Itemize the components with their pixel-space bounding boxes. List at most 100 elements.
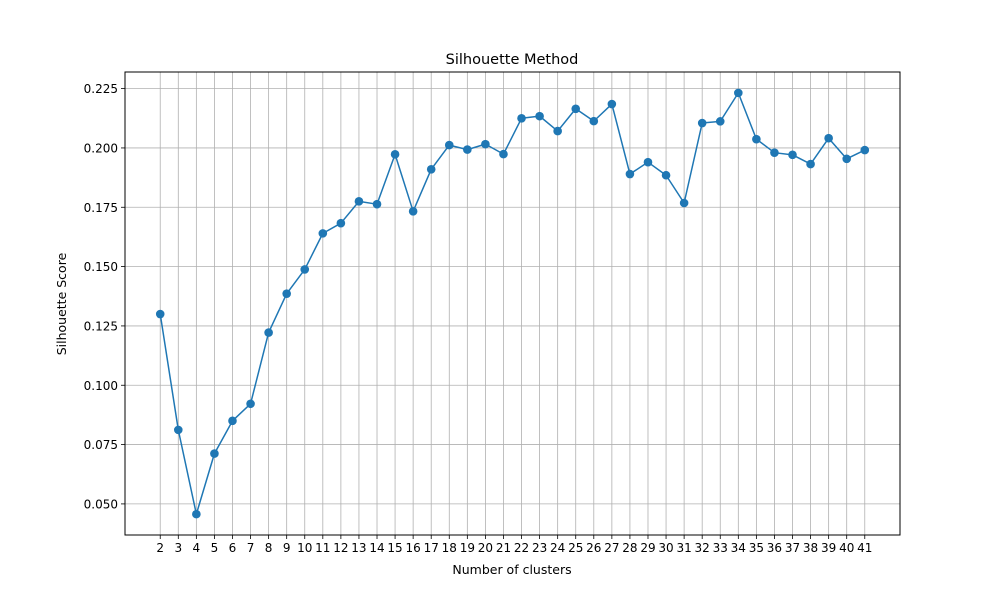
x-tick-label: 25 xyxy=(568,541,583,555)
x-tick-label: 12 xyxy=(333,541,348,555)
x-tick-label: 24 xyxy=(550,541,565,555)
x-tick-label: 18 xyxy=(442,541,457,555)
x-tick-label: 38 xyxy=(803,541,818,555)
data-point xyxy=(715,117,725,126)
x-tick-label: 14 xyxy=(369,541,384,555)
x-tick-label: 15 xyxy=(387,541,402,555)
x-tick-label: 37 xyxy=(785,541,800,555)
x-tick-label: 4 xyxy=(193,541,201,555)
x-tick-label: 23 xyxy=(532,541,547,555)
data-point xyxy=(282,289,291,298)
x-tick-label: 21 xyxy=(496,541,511,555)
data-point xyxy=(173,425,183,435)
data-point xyxy=(192,509,201,519)
x-tick-label: 33 xyxy=(713,541,728,555)
data-point xyxy=(806,159,815,169)
data-point xyxy=(643,157,653,167)
data-point xyxy=(426,164,436,174)
data-point xyxy=(571,104,581,114)
x-tick-label: 32 xyxy=(695,541,710,555)
x-tick-label: 20 xyxy=(478,541,493,555)
data-point xyxy=(155,309,165,319)
x-tick-label: 40 xyxy=(839,541,854,555)
y-tick-label: 0.050 xyxy=(84,497,118,511)
data-point xyxy=(607,99,617,109)
data-point xyxy=(499,149,508,159)
y-tick-label: 0.175 xyxy=(84,201,118,215)
data-point xyxy=(842,154,852,164)
x-tick-label: 16 xyxy=(406,541,421,555)
x-tick-label: 29 xyxy=(640,541,655,555)
data-point xyxy=(697,118,707,128)
x-tick-label: 10 xyxy=(297,541,312,555)
y-tick-label: 0.225 xyxy=(84,82,118,96)
x-tick-label: 19 xyxy=(460,541,475,555)
data-point xyxy=(481,139,490,149)
x-axis-label: Number of clusters xyxy=(452,562,571,577)
data-point xyxy=(246,399,255,409)
data-point xyxy=(210,449,219,458)
x-tick-label: 22 xyxy=(514,541,529,555)
data-point xyxy=(734,88,743,98)
y-axis-ticks: 0.050 0.075 0.100 0.125 0.150 0.175 0.200 0.225 xyxy=(84,82,125,511)
x-tick-label: 27 xyxy=(604,541,619,555)
x-axis-ticks: 2 3 4 5 6 7 8 9 10 11 12 13 14 15 16 17 18 19 20 21 22 23 24 25… xyxy=(156,535,872,555)
y-tick-label: 0.150 xyxy=(84,260,118,274)
y-tick-label: 0.075 xyxy=(84,438,118,452)
x-tick-label: 6 xyxy=(229,541,237,555)
data-point xyxy=(517,113,526,123)
x-tick-label: 36 xyxy=(767,541,782,555)
x-tick-label: 9 xyxy=(283,541,291,555)
x-tick-label: 26 xyxy=(586,541,601,555)
data-point xyxy=(408,207,418,216)
y-axis-label: Silhouette Score xyxy=(54,252,69,355)
x-tick-label: 17 xyxy=(424,541,439,555)
data-point xyxy=(770,148,779,157)
data-point xyxy=(318,229,328,238)
x-tick-label: 5 xyxy=(211,541,219,555)
x-tick-label: 2 xyxy=(156,541,164,555)
x-tick-label: 35 xyxy=(749,541,764,555)
x-tick-label: 8 xyxy=(265,541,273,555)
data-point xyxy=(589,116,599,126)
data-point xyxy=(535,111,544,121)
data-point xyxy=(228,416,237,426)
y-tick-label: 0.100 xyxy=(84,379,118,393)
data-point xyxy=(824,133,833,143)
data-point xyxy=(463,145,472,154)
data-point xyxy=(661,170,671,180)
data-point xyxy=(372,199,382,209)
x-tick-label: 13 xyxy=(351,541,366,555)
x-tick-label: 39 xyxy=(821,541,836,555)
series-line xyxy=(159,92,866,515)
data-point xyxy=(390,150,400,159)
series-layer xyxy=(155,88,870,519)
data-point xyxy=(788,150,797,160)
y-tick-label: 0.125 xyxy=(84,319,118,333)
data-point xyxy=(860,145,870,155)
plot-frame xyxy=(124,71,901,536)
data-point xyxy=(354,197,364,206)
x-tick-label: 28 xyxy=(622,541,637,555)
x-tick-label: 7 xyxy=(247,541,255,555)
x-tick-label: 11 xyxy=(315,541,330,555)
y-tick-label: 0.200 xyxy=(84,141,118,155)
data-point xyxy=(625,169,635,179)
x-tick-label: 41 xyxy=(857,541,872,555)
data-point xyxy=(444,140,454,150)
data-point xyxy=(679,198,689,208)
data-point xyxy=(553,126,562,136)
data-point xyxy=(264,328,273,337)
x-tick-label: 34 xyxy=(731,541,746,555)
x-tick-label: 31 xyxy=(676,541,691,555)
data-point xyxy=(336,218,346,228)
grid-lines xyxy=(125,72,900,535)
x-tick-label: 30 xyxy=(658,541,673,555)
data-point xyxy=(752,134,761,144)
data-point xyxy=(300,265,310,274)
x-tick-label: 3 xyxy=(174,541,182,555)
chart-title: Silhouette Method xyxy=(446,52,579,68)
